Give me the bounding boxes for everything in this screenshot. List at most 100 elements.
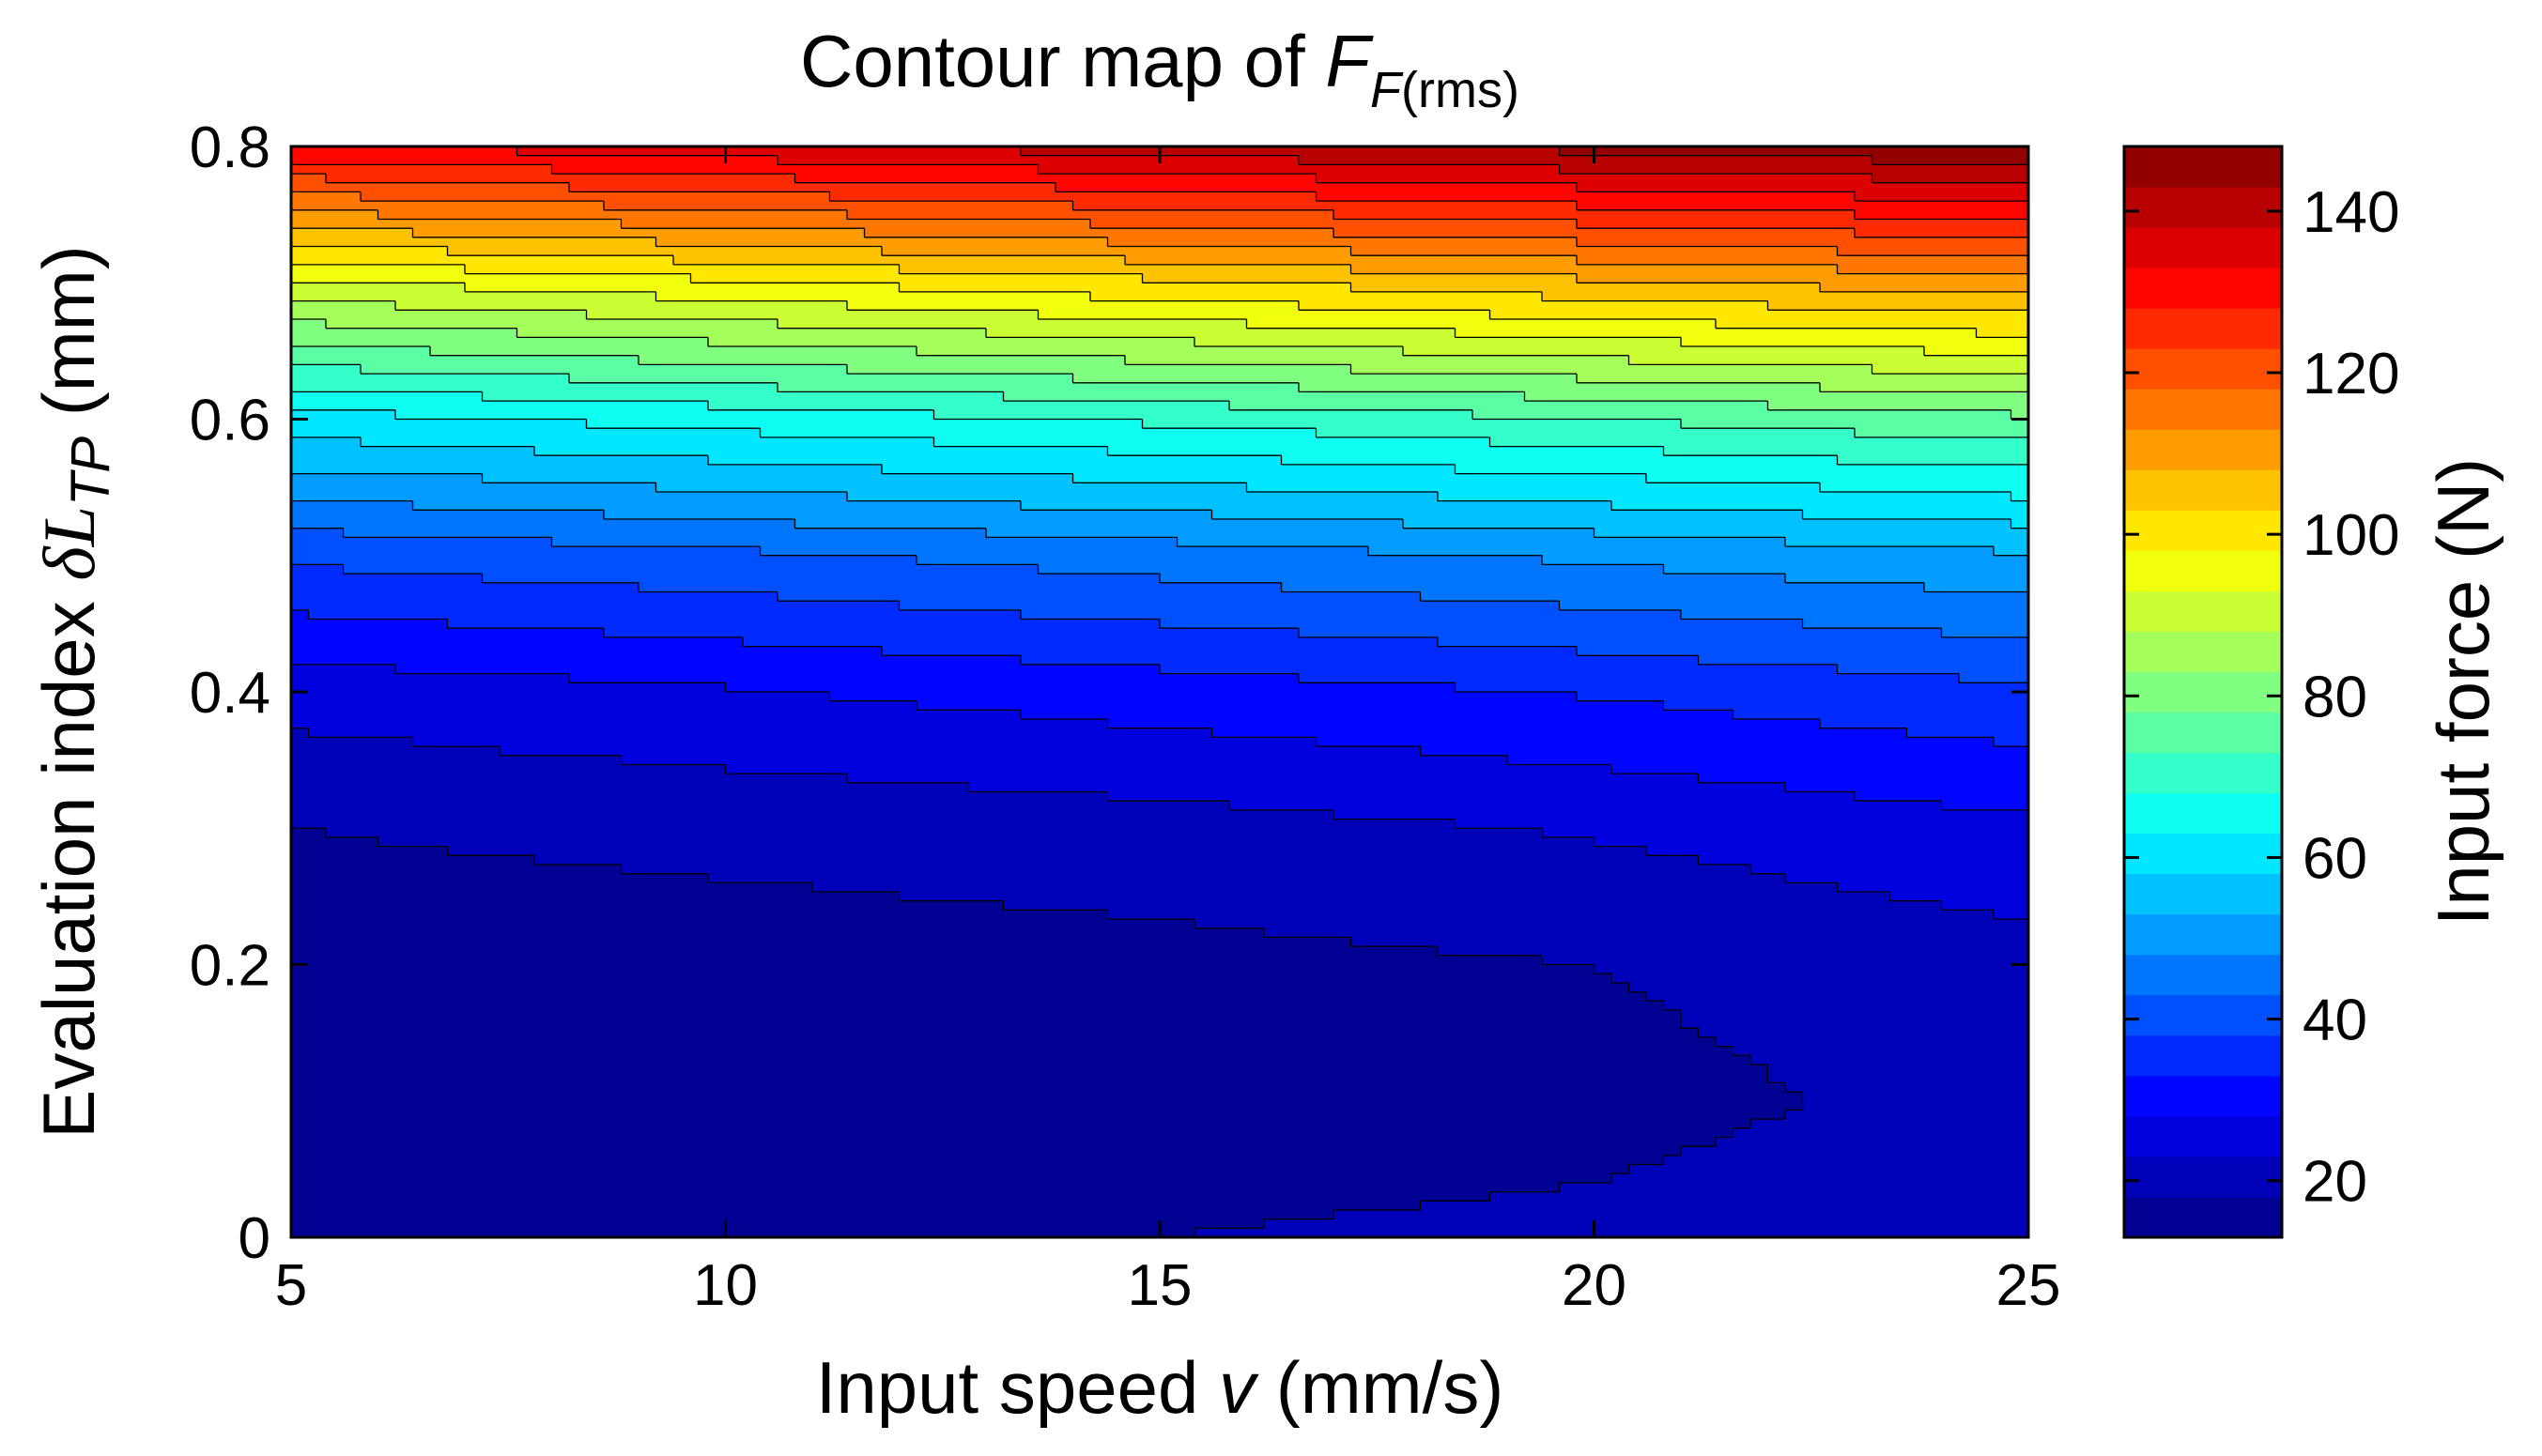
contour-band-cell (291, 900, 1005, 911)
colorbar-tick-label: 120 (2303, 342, 2399, 406)
contour-band-cell (1090, 219, 1578, 229)
contour-band-cell (1003, 900, 1943, 911)
contour-band-cell (1837, 882, 2028, 893)
y-tick-label: 0 (239, 1206, 270, 1271)
contour-band-cell (291, 1119, 1751, 1129)
contour-band-cell (1333, 228, 1856, 238)
contour-band-cell (551, 164, 1040, 175)
x-tick-label: 5 (275, 1253, 307, 1318)
contour-band-cell (1264, 1218, 2028, 1229)
contour-band-cell (291, 1164, 1630, 1174)
contour-band-cell (308, 609, 1022, 621)
contour-band-cell (291, 382, 778, 393)
contour-band-cell (933, 409, 1473, 421)
colorbar-segment (2124, 1196, 2282, 1238)
colorbar-tick-label: 100 (2303, 503, 2399, 568)
contour-band-cell (1107, 910, 1995, 920)
colorbar-segment (2124, 833, 2282, 875)
contour-band-cell (1577, 273, 2028, 284)
contour-band-cell (1316, 192, 1856, 202)
contour-band-cell (1820, 382, 2028, 393)
contour-band-cell (1577, 255, 2028, 266)
contour-band-cell (1802, 619, 2028, 629)
contour-band-cell (308, 728, 1213, 739)
contour-band-cell (291, 246, 449, 256)
colorbar: 20 40 60 80 100 120 140 (2122, 145, 2399, 1239)
y-axis: 0 0.2 0.4 0.6 0.8 (190, 115, 2028, 1271)
contour-band-cell (291, 1046, 1734, 1056)
contour-band-cell (1559, 1182, 2028, 1193)
contour-band-cell (1646, 991, 2028, 1002)
contour-band-cell (1333, 809, 2028, 820)
contour-band-cell (1229, 401, 1769, 411)
contour-band-cell (1611, 764, 2028, 774)
contour-band-cell (291, 328, 518, 338)
contour-band-cell (291, 1201, 1422, 1211)
contour-band-cell (326, 318, 778, 330)
contour-band-cell (291, 1173, 1612, 1184)
contour-band-cell (1785, 873, 2028, 883)
contour-band-cell (291, 746, 501, 757)
contour-band-cell (291, 209, 379, 221)
contour-band-cell (1750, 1055, 2028, 1065)
contour-band-cell (291, 219, 623, 229)
colorbar-segment (2124, 1035, 2282, 1077)
contour-band-cell (1681, 337, 2028, 347)
colorbar-segment (2124, 590, 2282, 632)
contour-band-cell (1855, 192, 2028, 202)
contour-band-cell (1299, 155, 1873, 165)
contour-band-cell (917, 700, 1665, 711)
contour-band-cell (395, 664, 1161, 675)
contour-band-cell (1350, 264, 1839, 275)
colorbar-segment (2124, 752, 2282, 794)
contour-band-cell (1750, 1119, 2028, 1129)
contour-band-cell (291, 910, 1109, 920)
contour-band-cell (1472, 409, 2012, 421)
contour-band-cell (621, 219, 1091, 229)
contour-band-cell (1281, 582, 1925, 593)
contour-band-cell (1316, 737, 1995, 747)
contour-band-cell (1716, 1137, 2028, 1147)
contour-band-cell (291, 146, 518, 157)
contour-band-cell (412, 737, 1317, 747)
contour-band-cell (291, 846, 449, 856)
contour-band-cell (291, 1155, 1665, 1166)
contour-band-cell (847, 300, 1300, 311)
contour-band-cell (1194, 337, 1682, 347)
contour-band-cell (1489, 437, 2028, 448)
contour-band-cell (291, 182, 570, 193)
y-tick-label: 0.6 (190, 389, 270, 453)
contour-band-cell (1125, 255, 1578, 266)
contour-band-cell (1750, 864, 2028, 875)
colorbar-label: Input force (N) (2422, 458, 2504, 927)
contour-band-cell (412, 500, 1022, 511)
contour-band-cell (551, 537, 1179, 547)
contour-band-cell (291, 737, 414, 747)
contour-band-cell (1767, 401, 2028, 411)
contour-band-cell (1542, 555, 2028, 566)
contour-band-cell (1542, 955, 2028, 966)
contour-band-cell (1350, 937, 2028, 947)
contour-band-cell (1663, 1155, 2028, 1166)
contour-band-cell (291, 283, 466, 293)
contour-band-cell (1681, 1146, 2028, 1157)
x-tick-label: 10 (693, 1253, 758, 1318)
colorbar-segment (2124, 873, 2282, 915)
contour-band-cell (1698, 855, 2028, 866)
contour-band-cell (516, 328, 987, 338)
contour-band-cell (1681, 419, 2028, 429)
contour-band-cell (899, 601, 1561, 611)
contour-band-cell (1211, 728, 1908, 739)
contour-band-cell (1316, 428, 1856, 438)
contour-band-cell (291, 491, 848, 502)
contour-band-cell (847, 491, 1439, 502)
contour-band-cell (1577, 646, 2028, 656)
contour-band-cell (1211, 510, 1804, 520)
contour-band-cell (291, 1137, 1717, 1147)
contour-band-cell (743, 636, 1439, 648)
contour-band-cell (1889, 892, 2028, 902)
contour-band-cell (1559, 164, 2028, 175)
contour-band-cell (1021, 655, 1700, 666)
contour-band-cell (291, 300, 396, 311)
colorbar-tick-label: 20 (2303, 1150, 2367, 1215)
